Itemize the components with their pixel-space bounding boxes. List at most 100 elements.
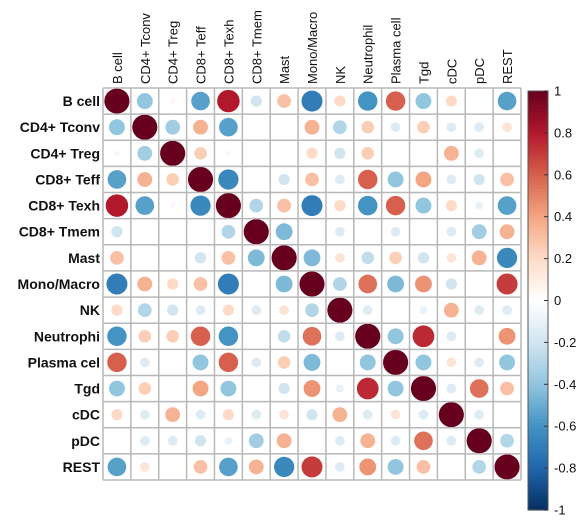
colorbar-segment: [528, 125, 548, 131]
colorbar-segment: [528, 136, 548, 141]
cell-circle: [500, 172, 514, 187]
cell-circle: [446, 252, 457, 263]
cell-circle: [108, 119, 125, 136]
colorbar-segment: [528, 91, 548, 96]
colorbar-segment: [528, 422, 548, 427]
colorbar-segment: [528, 160, 548, 165]
colorbar-segment: [528, 324, 548, 330]
column-label: CD8+ Texh: [221, 20, 236, 84]
row-labels: B cell CD4+ Tconv CD4+ Treg CD8+ Teff CD8+ T…: [18, 93, 101, 475]
column-label: CD4+ Tconv: [138, 13, 153, 84]
colorbar-segment: [528, 471, 548, 476]
colorbar-segment: [528, 104, 548, 110]
colorbar-segment: [528, 303, 548, 309]
cell-circle: [301, 195, 323, 217]
cell-circle: [303, 380, 321, 397]
cell-circle: [106, 273, 128, 295]
cell-circle: [218, 352, 239, 373]
cell-circle: [387, 380, 404, 397]
colorbar-segment: [528, 506, 548, 511]
cell-circle: [278, 382, 290, 395]
cell-circle: [248, 459, 264, 475]
cell-circle: [194, 147, 207, 160]
cell-circle: [390, 122, 401, 133]
row-label: REST: [63, 459, 101, 475]
colorbar-segment: [528, 359, 548, 364]
colorbar-segment: [528, 195, 548, 200]
cell-circle: [502, 122, 512, 133]
colorbar-tick-label: 1: [554, 84, 561, 99]
cell-circle: [275, 223, 293, 241]
cell-circle: [327, 297, 353, 323]
cell-circle: [471, 224, 487, 240]
colorbar-segment: [528, 248, 548, 253]
cell-circle: [360, 433, 376, 449]
colorbar-segment: [528, 496, 548, 501]
colorbar-segment: [528, 234, 548, 239]
cell-circle: [160, 140, 186, 166]
cell-circle: [355, 323, 381, 349]
cell-circle: [276, 433, 292, 449]
cell-circle: [334, 147, 346, 159]
cell-circle: [472, 460, 487, 474]
colorbar-tick-label: -0.8: [554, 461, 576, 476]
cell-circle: [385, 195, 406, 216]
cell-circle: [221, 250, 236, 265]
colorbar-segment: [528, 237, 548, 242]
colorbar-segment: [528, 111, 548, 117]
colorbar-segment: [528, 146, 548, 151]
cell-circle: [334, 252, 345, 263]
colorbar-segment: [528, 286, 548, 291]
cell-circle: [414, 431, 433, 451]
cell-circle: [361, 251, 375, 265]
colorbar-segment: [528, 314, 548, 319]
colorbar-segment: [528, 202, 548, 207]
colorbar-segment: [528, 300, 548, 305]
cell-circle: [302, 326, 322, 346]
colorbar-segment: [528, 227, 548, 232]
cell-circle: [107, 457, 127, 477]
cell-circle: [332, 277, 347, 291]
row-label: CD4+ Treg: [30, 145, 100, 161]
cell-circle: [111, 304, 123, 316]
cell-circle: [107, 170, 127, 189]
cell-circle: [247, 249, 265, 267]
colorbar-segment: [528, 426, 548, 431]
colorbar-segment: [528, 394, 548, 399]
colorbar-segment: [528, 283, 548, 288]
cell-circle: [356, 377, 379, 400]
cell-circle: [502, 305, 512, 316]
cell-circle: [218, 169, 239, 190]
cell-circle: [410, 375, 437, 402]
cell-circle: [193, 277, 208, 291]
colorbar-segment: [528, 223, 548, 228]
cell-circle: [301, 90, 323, 112]
cell-circle: [137, 276, 153, 292]
cell-circle: [474, 122, 485, 133]
colorbar-segment: [528, 370, 548, 375]
cell-circle: [299, 271, 325, 297]
colorbar-segment: [528, 255, 548, 260]
colorbar-tick-label: 0.4: [554, 209, 572, 224]
colorbar-segment: [528, 489, 548, 494]
colorbar-segment: [528, 153, 548, 158]
cell-circle: [474, 357, 485, 368]
colorbar-segment: [528, 398, 548, 403]
colorbar-segment: [528, 262, 548, 267]
colorbar-segment: [528, 293, 548, 298]
colorbar-segment: [528, 230, 548, 235]
column-label: B cell: [110, 52, 125, 84]
cell-circle: [500, 381, 514, 396]
cell-circle: [471, 250, 487, 266]
cell-circle: [107, 326, 127, 346]
colorbar-segment: [528, 174, 548, 179]
colorbar-segment: [528, 199, 548, 204]
cell-circle: [165, 407, 181, 423]
colorbar-segment: [528, 384, 548, 389]
colorbar-segment: [528, 419, 548, 424]
cell-circle: [193, 119, 208, 135]
cell-circle: [277, 356, 291, 369]
cell-circle: [418, 409, 429, 420]
cell-circle: [114, 150, 120, 157]
cell-circle: [387, 328, 404, 345]
